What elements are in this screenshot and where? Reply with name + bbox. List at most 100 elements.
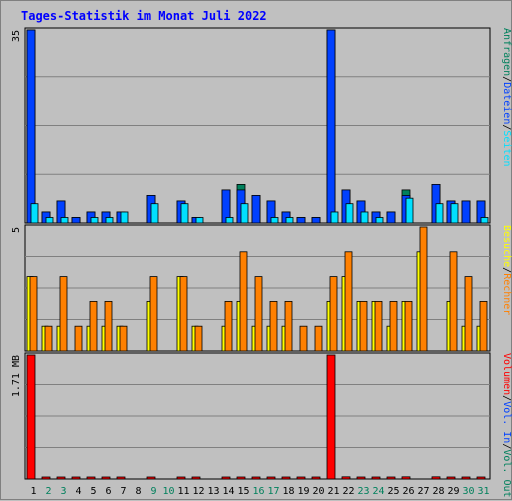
bar-volumen-day-18: [281, 476, 291, 480]
bar-rechner-day-7: [119, 325, 128, 352]
bar-seiten-day-18: [285, 217, 294, 224]
bar-seiten-day-26: [405, 197, 414, 224]
legend-entry: /: [501, 443, 512, 449]
bar-rechner-day-18: [284, 300, 293, 352]
bar-seiten-day-6: [105, 217, 114, 224]
bar-dateien-day-20: [311, 217, 321, 224]
bar-volumen-day-14: [221, 476, 231, 480]
legend-entry: /: [501, 267, 512, 273]
right-legend-1: Anfragen/Dateien/Seiten: [501, 28, 512, 167]
panel-1: 35: [11, 27, 491, 224]
bar-seiten-day-17: [270, 217, 279, 224]
bar-rechner-day-15: [239, 251, 248, 352]
bar-dateien-day-25: [386, 211, 396, 224]
legend-entry: Volumen: [501, 353, 512, 395]
bar-seiten-day-22: [345, 203, 354, 224]
bar-seiten-day-12: [195, 217, 204, 224]
bar-rechner-day-19: [299, 325, 308, 352]
day-label-3: 3: [60, 486, 66, 497]
bar-volumen-day-9: [146, 476, 156, 480]
bar-volumen-day-23: [356, 476, 366, 480]
bar-volumen-day-31: [476, 476, 486, 480]
day-label-1: 1: [30, 486, 36, 497]
bar-seiten-day-21: [330, 211, 339, 224]
chart-title: Tages-Statistik im Monat Juli 2022: [21, 9, 267, 23]
panel-2: 5: [11, 224, 491, 352]
day-label-11: 11: [177, 486, 189, 497]
bar-rechner-day-1: [29, 276, 38, 352]
bar-volumen-day-12: [191, 476, 201, 480]
right-legend-2: Besuche/Rechner: [501, 225, 512, 315]
legend-entry: Dateien: [501, 82, 512, 124]
day-label-15: 15: [237, 486, 249, 497]
bar-volumen-day-19: [296, 476, 306, 480]
bar-rechner-day-2: [44, 325, 53, 352]
day-label-21: 21: [327, 486, 339, 497]
bar-rechner-day-29: [449, 251, 458, 352]
bar-seiten-day-14: [225, 217, 234, 224]
bar-seiten-day-23: [360, 211, 369, 224]
y-max-label: 35: [11, 30, 22, 42]
bar-dateien-day-4: [71, 217, 81, 224]
bar-rechner-day-14: [224, 300, 233, 352]
day-label-2: 2: [45, 486, 51, 497]
day-label-16: 16: [252, 486, 264, 497]
day-label-22: 22: [342, 486, 354, 497]
day-label-14: 14: [222, 486, 234, 497]
bar-rechner-day-6: [104, 300, 113, 352]
day-labels: 1 2 3 4 5 6 7 8 9 10 11 12 13 14 15 16 17 18 19 20 21 22 23 24 2…: [30, 486, 489, 497]
bar-rechner-day-11: [179, 276, 188, 352]
bar-seiten-day-24: [375, 217, 384, 224]
bar-volumen-day-30: [461, 476, 471, 480]
bar-rechner-day-17: [269, 300, 278, 352]
day-label-10: 10: [162, 486, 174, 497]
bar-volumen-day-21: [326, 354, 336, 480]
bar-volumen-day-6: [101, 476, 111, 480]
bar-seiten-day-9: [150, 203, 159, 224]
day-label-23: 23: [357, 486, 369, 497]
day-label-13: 13: [207, 486, 219, 497]
right-legends: Anfragen/Dateien/Seiten Besuche/Rechner Vo…: [501, 28, 512, 498]
day-label-30: 30: [462, 486, 474, 497]
bar-volumen-day-16: [251, 476, 261, 480]
day-label-7: 7: [120, 486, 126, 497]
bar-rechner-day-25: [389, 300, 398, 352]
day-label-17: 17: [267, 486, 279, 497]
panel-3: 1.71 MB: [11, 352, 491, 480]
bar-volumen-day-7: [116, 476, 126, 480]
legend-entry: /: [501, 76, 512, 82]
legend-entry: /: [501, 124, 512, 130]
bar-rechner-day-30: [464, 276, 473, 352]
bar-seiten-day-28: [435, 203, 444, 224]
bar-rechner-day-22: [344, 251, 353, 352]
bar-rechner-day-26: [404, 300, 413, 352]
y-max-label: 1.71 MB: [11, 355, 22, 397]
bar-volumen-day-24: [371, 476, 381, 480]
bar-volumen-day-1: [26, 354, 36, 480]
day-label-31: 31: [477, 486, 489, 497]
chart-panels: 35 5 1.71 MB: [11, 27, 491, 480]
bar-volumen-day-29: [446, 476, 456, 480]
day-label-29: 29: [447, 486, 459, 497]
bar-volumen-day-4: [71, 476, 81, 480]
bar-seiten-day-7: [120, 211, 129, 224]
bar-rechner-day-4: [74, 325, 83, 352]
day-label-25: 25: [387, 486, 399, 497]
legend-entry: Rechner: [501, 273, 512, 315]
y-max-label: 5: [11, 227, 22, 233]
bar-dateien-day-1: [26, 29, 36, 224]
day-label-27: 27: [417, 486, 429, 497]
day-label-26: 26: [402, 486, 414, 497]
legend-entry: Vol. In: [501, 401, 512, 443]
day-label-5: 5: [90, 486, 96, 497]
day-label-12: 12: [192, 486, 204, 497]
day-label-19: 19: [297, 486, 309, 497]
bar-volumen-day-15: [236, 476, 246, 480]
bar-rechner-day-31: [479, 300, 488, 352]
bar-seiten-day-29: [450, 203, 459, 224]
bar-volumen-day-22: [341, 476, 351, 480]
bar-volumen-day-26: [401, 476, 411, 480]
day-label-18: 18: [282, 486, 294, 497]
